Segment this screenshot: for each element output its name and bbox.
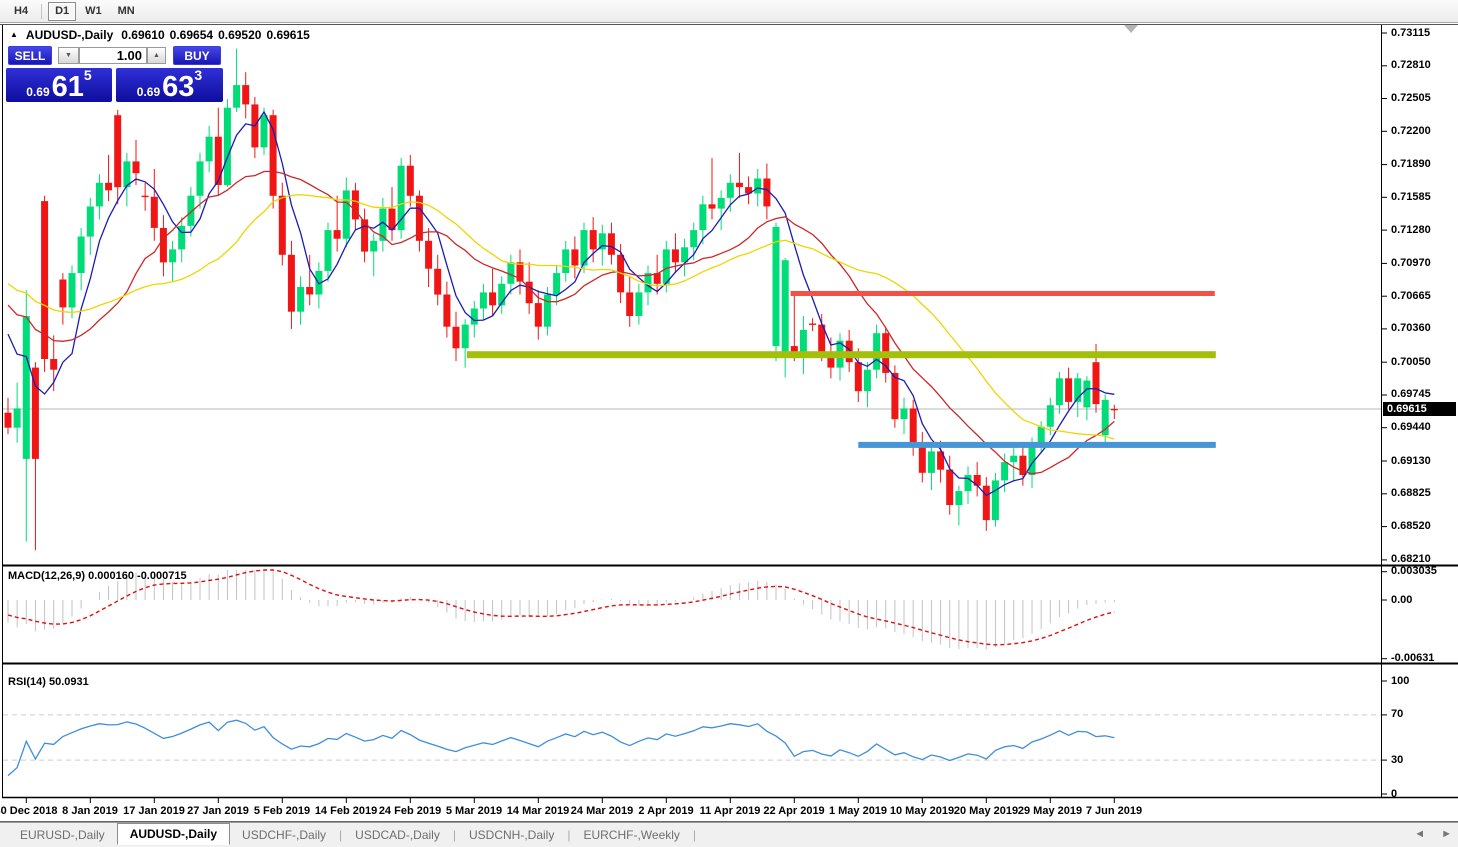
tab-usdcad-daily[interactable]: USDCAD-,Daily (355, 828, 440, 842)
sell-price-prefix: 0.69 (26, 85, 50, 99)
volume-decrease-button[interactable]: ▼ (58, 47, 79, 64)
current-price-tag: 0.69615 (1383, 402, 1456, 416)
macd-name: MACD(12,26,9) (8, 570, 86, 582)
one-click-trading-panel: SELL ▼ ▲ BUY 0.69 61 5 0.69 63 3 (6, 46, 223, 104)
chevron-up-icon: ▲ (153, 52, 160, 59)
symbol-arrow-icon: ▲ (10, 29, 18, 39)
ohlc-close: 0.69615 (266, 28, 310, 42)
symbol-tab-bar: EURUSD-,Daily AUDUSD-,Daily USDCHF-,Daily |… (0, 822, 1458, 847)
rsi-name: RSI(14) (8, 676, 46, 688)
chevron-down-icon: ▼ (65, 52, 72, 59)
sell-button[interactable]: SELL (8, 46, 52, 65)
macd-label: MACD(12,26,9) 0.000160 -0.000715 (8, 570, 187, 582)
sell-price-pip: 5 (83, 67, 92, 83)
tab-divider: | (567, 828, 571, 842)
volume-increase-button[interactable]: ▲ (147, 47, 166, 64)
rsi-label: RSI(14) 50.0931 (8, 676, 89, 688)
timeframe-button-h4[interactable]: H4 (7, 2, 35, 21)
macd-values: 0.000160 -0.000715 (88, 570, 187, 582)
one-click-price-row: 0.69 61 5 0.69 63 3 (6, 68, 223, 103)
volume-input[interactable] (79, 47, 147, 64)
tab-usdchf-daily[interactable]: USDCHF-,Daily (242, 828, 327, 842)
chart-title: ▲ AUDUSD-,Daily 0.69610 0.69654 0.69520 0.6… (10, 28, 310, 42)
tab-divider: | (692, 828, 697, 842)
buy-price-button[interactable]: 0.69 63 3 (116, 68, 223, 102)
timeframe-toolbar: H4 D1 W1 MN (0, 0, 1458, 23)
ohlc-high: 0.69654 (169, 28, 214, 42)
one-click-top-row: SELL ▼ ▲ BUY (6, 46, 223, 66)
sell-price-button[interactable]: 0.69 61 5 (6, 68, 112, 102)
tab-scroll-right-icon[interactable]: ► (1441, 828, 1452, 840)
toolbar-separator (41, 3, 43, 19)
tab-divider: | (339, 828, 343, 842)
tab-eurchf-weekly[interactable]: EURCHF-,Weekly (583, 828, 680, 842)
ohlc-low: 0.69520 (218, 28, 262, 42)
tab-scroll-nav: ◄ ► (1414, 828, 1452, 840)
tab-divider: | (452, 828, 456, 842)
chart-shift-marker-icon (1124, 25, 1138, 33)
buy-price-pip: 3 (194, 67, 203, 83)
tab-usdcnh-daily[interactable]: USDCNH-,Daily (468, 828, 555, 842)
timeframe-button-mn[interactable]: MN (111, 2, 142, 21)
timeframe-button-w1[interactable]: W1 (78, 2, 109, 21)
timeframe-button-d1[interactable]: D1 (48, 1, 77, 21)
rsi-value: 50.0931 (48, 676, 89, 688)
chart-symbol-label: AUDUSD-,Daily (25, 28, 114, 42)
buy-button[interactable]: BUY (173, 46, 221, 65)
buy-price-main: 63 (162, 71, 195, 103)
buy-price-prefix: 0.69 (136, 85, 161, 99)
tab-audusd-daily[interactable]: AUDUSD-,Daily (116, 823, 231, 845)
tab-scroll-left-icon[interactable]: ◄ (1414, 828, 1426, 840)
tab-eurusd-daily[interactable]: EURUSD-,Daily (20, 828, 105, 842)
sell-price-main: 61 (51, 71, 84, 103)
ohlc-open: 0.69610 (121, 28, 165, 42)
